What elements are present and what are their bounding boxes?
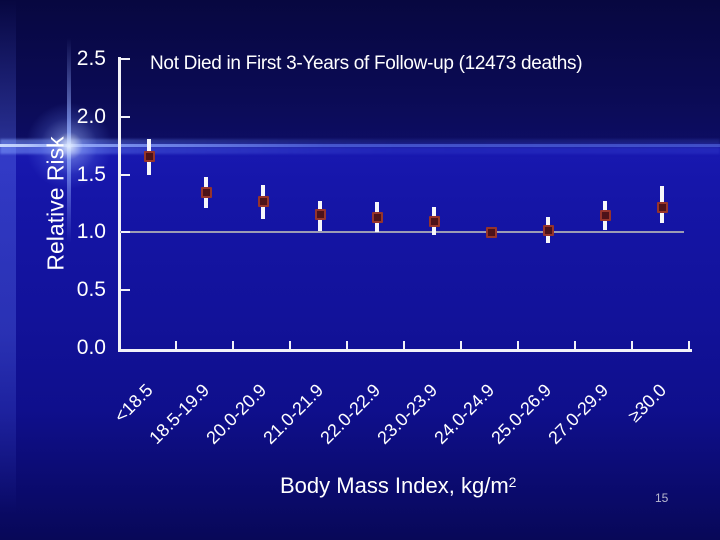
x-axis-tick bbox=[403, 341, 405, 349]
y-axis-tick bbox=[121, 115, 130, 118]
data-point bbox=[143, 151, 155, 163]
x-axis-tick bbox=[175, 341, 177, 349]
x-category-label: 22.0-22.9 bbox=[316, 380, 385, 448]
left-accent-band bbox=[0, 0, 16, 540]
x-axis-tick bbox=[688, 341, 690, 349]
y-axis-tick-label: 1.5 bbox=[76, 162, 106, 186]
x-axis-tick bbox=[346, 341, 348, 349]
y-axis-tick-label: 2.0 bbox=[76, 104, 106, 128]
x-axis-title-text: Body Mass Index, kg/m bbox=[280, 473, 509, 498]
x-category-label: 21.0-21.9 bbox=[259, 380, 328, 448]
star-flare bbox=[24, 101, 114, 191]
horizontal-flare-line bbox=[0, 144, 720, 147]
data-point bbox=[542, 225, 554, 237]
y-axis-tick-label: 0.0 bbox=[76, 336, 106, 359]
x-category-label: 20.0-20.9 bbox=[202, 380, 271, 448]
x-category-label: 27.0-29.9 bbox=[544, 380, 613, 448]
y-axis-tick bbox=[121, 58, 130, 60]
x-category-label: 25.0-26.9 bbox=[487, 380, 556, 448]
y-axis-tick-label: 0.5 bbox=[76, 278, 106, 302]
y-axis-tick-label: 1.0 bbox=[76, 220, 106, 244]
chart-title: Not Died in First 3-Years of Follow-up (… bbox=[150, 53, 583, 74]
x-axis-tick bbox=[289, 341, 291, 349]
x-category-label: 23.0-23.9 bbox=[373, 380, 442, 448]
y-axis-tick-label: 2.5 bbox=[76, 47, 106, 70]
y-axis-tick bbox=[121, 173, 130, 176]
x-category-label: 24.0-24.9 bbox=[430, 380, 499, 448]
data-point bbox=[428, 215, 440, 227]
x-category-label: ≥30.0 bbox=[623, 380, 670, 426]
page-number: 15 bbox=[655, 491, 669, 505]
data-point bbox=[200, 186, 212, 198]
x-axis-tick bbox=[574, 341, 576, 349]
y-axis-line bbox=[118, 57, 121, 352]
data-point bbox=[485, 227, 497, 239]
y-axis-tick bbox=[121, 289, 130, 292]
x-axis-line bbox=[118, 349, 692, 352]
data-point bbox=[656, 201, 668, 213]
x-axis-tick bbox=[232, 341, 234, 349]
x-axis-title: Body Mass Index, kg/m2 bbox=[280, 473, 516, 499]
x-category-label: <18.5 bbox=[110, 380, 157, 427]
data-point bbox=[314, 208, 326, 220]
data-point bbox=[371, 212, 383, 224]
reference-line bbox=[120, 231, 684, 234]
x-axis-tick bbox=[631, 341, 633, 349]
y-axis-tick bbox=[121, 231, 130, 234]
data-point bbox=[599, 210, 611, 222]
x-axis-title-superscript: 2 bbox=[508, 474, 517, 490]
x-axis-tick bbox=[460, 341, 462, 349]
y-axis-title: Relative Risk bbox=[42, 136, 69, 271]
x-category-label: 18.5-19.9 bbox=[145, 380, 214, 448]
x-axis-tick bbox=[517, 341, 519, 349]
data-point bbox=[257, 196, 269, 208]
